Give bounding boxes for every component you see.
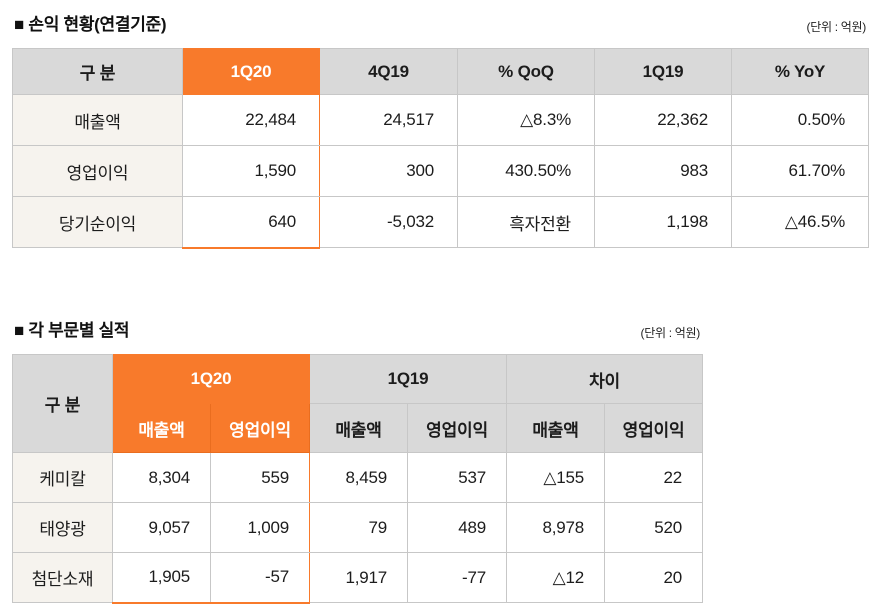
cell: 20	[604, 552, 704, 603]
cell: 300	[319, 145, 458, 197]
subheader-1q20-revenue: 매출액	[112, 403, 211, 453]
income-statement-section: ■ 손익 현황(연결기준) (단위 : 억원) 구 분 1Q20 4Q19 % …	[12, 10, 869, 249]
segment-header-row-subs: 매출액 영업이익 매출액 영업이익 매출액 영업이익	[13, 403, 704, 453]
header-group-diff: 차이	[506, 354, 704, 404]
row-label-revenue: 매출액	[12, 94, 183, 146]
cell: 8,459	[309, 452, 409, 503]
subheader-1q19-revenue: 매출액	[309, 403, 409, 453]
cell: 8,304	[112, 452, 211, 503]
table-row-chemical: 케미칼 8,304 559 8,459 537 △155 22	[12, 452, 704, 503]
header-qoq: % QoQ	[457, 48, 595, 95]
header-gubun: 구 분	[12, 48, 183, 95]
segment-results-header: ■ 각 부문별 실적 (단위 : 억원)	[12, 316, 702, 341]
row-label-operating-profit: 영업이익	[12, 145, 183, 197]
income-statement-table: 구 분 1Q20 4Q19 % QoQ 1Q19 % YoY 매출액 22,48…	[12, 48, 869, 249]
header-gubun: 구 분	[12, 354, 113, 453]
cell: 640	[182, 196, 320, 249]
cell: 0.50%	[731, 94, 869, 146]
header-1q19: 1Q19	[594, 48, 732, 95]
cell: 1,198	[594, 196, 732, 248]
cell: 22	[604, 452, 704, 503]
cell: 22,362	[594, 94, 732, 146]
cell: 489	[407, 502, 508, 553]
cell: △46.5%	[731, 196, 869, 248]
cell: 983	[594, 145, 732, 197]
cell: 24,517	[319, 94, 458, 146]
cell: 61.70%	[731, 145, 869, 197]
table-row-solar: 태양광 9,057 1,009 79 489 8,978 520	[12, 502, 704, 553]
table-row-net-income: 당기순이익 640 -5,032 흑자전환 1,198 △46.5%	[12, 196, 869, 249]
cell: -77	[407, 552, 508, 603]
cell: 1,009	[209, 502, 311, 553]
cell: 559	[209, 452, 311, 503]
income-header-row: 구 분 1Q20 4Q19 % QoQ 1Q19 % YoY	[12, 48, 869, 95]
segment-header-row-groups: 구 분 1Q20 1Q19 차이	[12, 354, 704, 453]
cell: 430.50%	[457, 145, 595, 197]
cell: 1,917	[309, 552, 409, 603]
subheader-diff-op: 영업이익	[604, 403, 704, 453]
cell: 22,484	[182, 94, 320, 146]
cell: 537	[407, 452, 508, 503]
section-title-income: ■ 손익 현황(연결기준)	[14, 15, 167, 34]
cell: 1,590	[182, 145, 320, 197]
cell: 흑자전환	[457, 196, 595, 248]
header-4q19: 4Q19	[319, 48, 458, 95]
cell: △8.3%	[457, 94, 595, 146]
header-group-1q19: 1Q19	[309, 354, 508, 404]
segment-results-section: ■ 각 부문별 실적 (단위 : 억원) 구 분 1Q20 1Q19 차이 매출…	[12, 316, 704, 604]
cell: △12	[506, 552, 606, 603]
header-yoy: % YoY	[731, 48, 869, 95]
row-label-solar: 태양광	[12, 502, 113, 553]
cell: -57	[209, 552, 311, 604]
cell: 1,905	[112, 552, 211, 604]
subheader-1q20-op: 영업이익	[209, 403, 311, 453]
section-title-segment: ■ 각 부문별 실적	[14, 321, 130, 340]
row-label-chemical: 케미칼	[12, 452, 113, 503]
cell: 79	[309, 502, 409, 553]
cell: 8,978	[506, 502, 606, 553]
header-group-1q20: 1Q20	[111, 354, 311, 404]
segment-results-table: 구 분 1Q20 1Q19 차이 매출액 영업이익 매출액 영업이익 매출액 영…	[12, 354, 704, 604]
row-label-advanced-materials: 첨단소재	[12, 552, 113, 603]
header-1q20: 1Q20	[182, 48, 320, 95]
cell: 9,057	[112, 502, 211, 553]
subheader-1q19-op: 영업이익	[407, 403, 508, 453]
cell: 520	[604, 502, 704, 553]
subheader-diff-revenue: 매출액	[506, 403, 606, 453]
table-row-advanced-materials: 첨단소재 1,905 -57 1,917 -77 △12 20	[12, 552, 704, 604]
table-row-revenue: 매출액 22,484 24,517 △8.3% 22,362 0.50%	[12, 94, 869, 146]
row-label-net-income: 당기순이익	[12, 196, 183, 248]
income-statement-header: ■ 손익 현황(연결기준) (단위 : 억원)	[12, 10, 868, 35]
unit-label-segment: (단위 : 억원)	[640, 326, 701, 340]
cell: △155	[506, 452, 606, 503]
unit-label-income: (단위 : 억원)	[806, 20, 867, 34]
table-row-operating-profit: 영업이익 1,590 300 430.50% 983 61.70%	[12, 145, 869, 197]
cell: -5,032	[319, 196, 458, 248]
